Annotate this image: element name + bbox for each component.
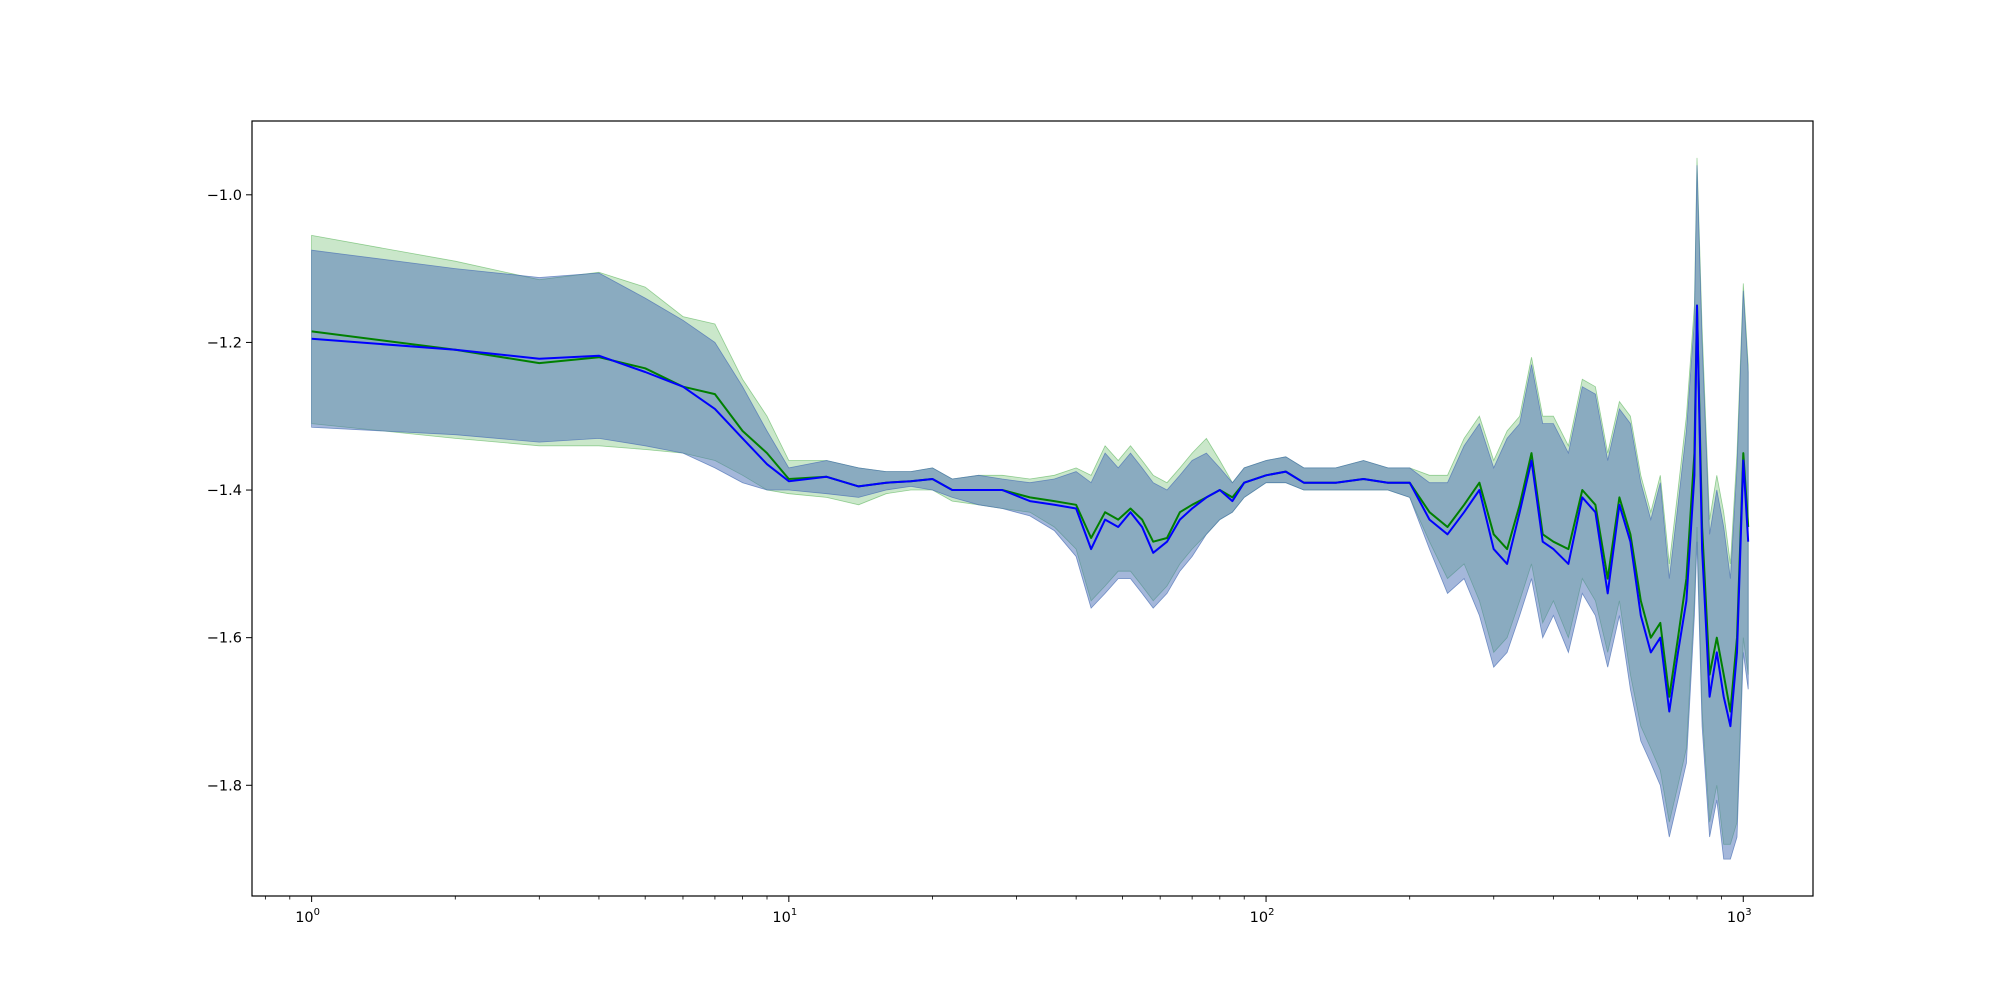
- y-tick-label: −1.8: [207, 778, 242, 794]
- x-tick-label: 102: [1250, 907, 1275, 926]
- y-tick-label: −1.6: [207, 631, 242, 647]
- y-axis: −1.0 −1.2 −1.4 −1.6 −1.8: [207, 188, 252, 794]
- x-tick-label: 101: [772, 907, 797, 926]
- series-2-band: [311, 165, 1749, 860]
- plot-frame: [251, 120, 1814, 897]
- y-tick-label: −1.2: [207, 335, 242, 351]
- y-tick-label: −1.0: [207, 188, 242, 204]
- series-2-line: [311, 304, 1750, 728]
- x-axis: 100 101 102 103: [264, 896, 1752, 926]
- x-tick-label: 100: [295, 907, 320, 926]
- series-lines: [311, 304, 1750, 728]
- x-tick-label: 103: [1727, 907, 1752, 926]
- y-tick-label: −1.4: [207, 483, 242, 499]
